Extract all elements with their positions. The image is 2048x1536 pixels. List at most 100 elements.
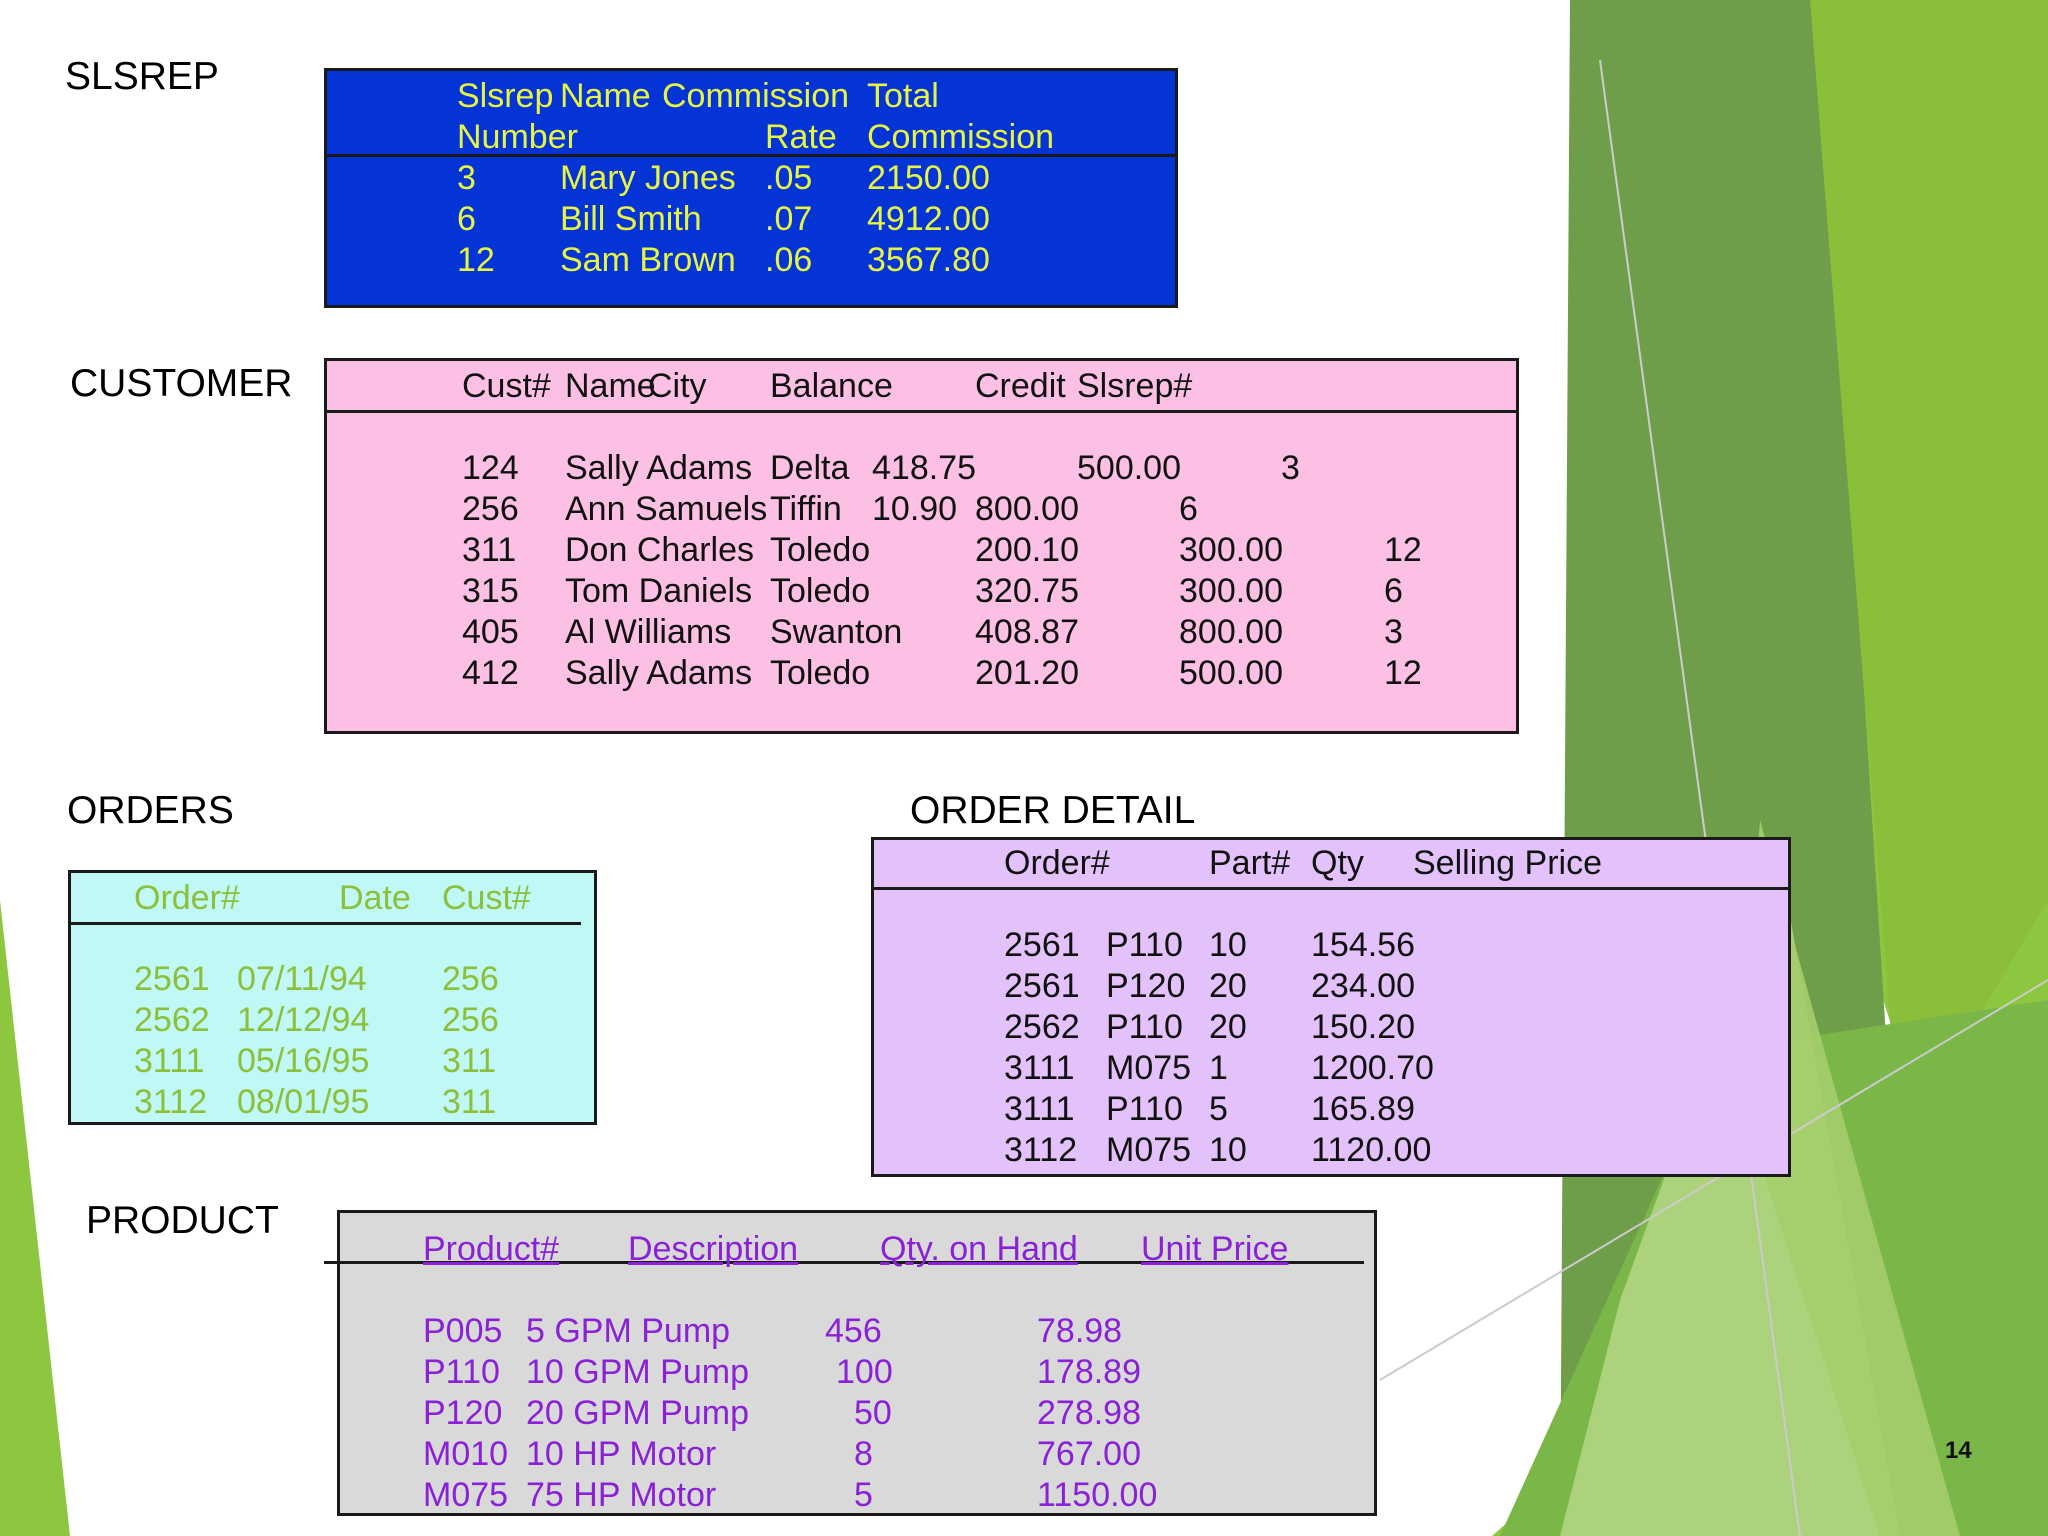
order-detail-cell: P120 xyxy=(1106,967,1186,1005)
slsrep-cell: .07 xyxy=(765,200,813,238)
orders-cell: 3111 xyxy=(134,1042,205,1080)
customer-cell: Ann Samuels xyxy=(565,490,768,528)
customer-cell: 300.00 xyxy=(1179,531,1283,569)
product-cell: 50 xyxy=(854,1394,892,1432)
order-detail-cell: 1 xyxy=(1209,1049,1228,1087)
customer-cell: 500.00 xyxy=(1179,654,1283,692)
slsrep-cell: 3 xyxy=(457,159,476,197)
customer-cell: 6 xyxy=(1384,572,1403,610)
order-detail-cell: 20 xyxy=(1209,1008,1247,1046)
slsrep-header-total-line1: Total xyxy=(867,77,939,115)
product-cell: P120 xyxy=(423,1394,503,1432)
order-detail-cell: 150.20 xyxy=(1311,1008,1415,1046)
customer-cell: Al Williams xyxy=(565,613,732,651)
product-cell: 278.98 xyxy=(1037,1394,1141,1432)
orders-cell: 05/16/95 xyxy=(237,1042,370,1080)
product-cell: 8 xyxy=(854,1435,873,1473)
slsrep-table xyxy=(324,68,1178,308)
customer-cell: 418.75 xyxy=(872,449,976,487)
product-cell: 5 xyxy=(854,1476,873,1514)
customer-cell: 800.00 xyxy=(1179,613,1283,651)
order-detail-title: ORDER DETAIL xyxy=(910,789,1196,832)
order-detail-table xyxy=(871,837,1791,1177)
customer-cell: 10.90 xyxy=(872,490,958,528)
slsrep-cell: 3567.80 xyxy=(867,241,990,279)
slsrep-cell: Bill Smith xyxy=(560,200,702,238)
slsrep-cell: .05 xyxy=(765,159,813,197)
slsrep-header-total-line2: Commission xyxy=(867,118,1055,156)
orders-cell: 07/11/94 xyxy=(237,960,367,998)
customer-cell: Toledo xyxy=(770,531,871,569)
product-cell: 100 xyxy=(836,1353,893,1391)
slsrep-header-number-line2: Number xyxy=(457,118,578,156)
slsrep-cell: 2150.00 xyxy=(867,159,990,197)
customer-cell: 300.00 xyxy=(1179,572,1283,610)
product-header-divider xyxy=(324,1261,1364,1264)
customer-cell: 3 xyxy=(1384,613,1403,651)
customer-cell: Tiffin xyxy=(770,490,842,528)
order-detail-cell: 3111 xyxy=(1004,1090,1075,1128)
product-cell: P110 xyxy=(423,1353,500,1391)
orders-header: Cust# xyxy=(442,879,531,917)
customer-cell: 12 xyxy=(1384,531,1422,569)
slide-number: 14 xyxy=(1945,1437,1972,1464)
order-detail-cell: 2561 xyxy=(1004,967,1080,1005)
orders-header-divider xyxy=(71,922,581,925)
orders-cell: 12/12/94 xyxy=(237,1001,370,1039)
orders-cell: 311 xyxy=(442,1042,497,1080)
order-detail-cell: 234.00 xyxy=(1311,967,1415,1005)
order-detail-cell: 1120.00 xyxy=(1311,1131,1432,1169)
order-detail-header: Selling Price xyxy=(1413,844,1602,882)
product-cell: 178.89 xyxy=(1037,1353,1141,1391)
customer-header-divider xyxy=(327,410,1516,413)
slsrep-header-name: Name xyxy=(560,77,651,115)
slsrep-cell: Mary Jones xyxy=(560,159,736,197)
order-detail-header: Part# xyxy=(1209,844,1291,882)
customer-cell: Don Charles xyxy=(565,531,754,569)
slsrep-header-rate-line1: Commission xyxy=(662,77,850,115)
customer-cell: 800.00 xyxy=(975,490,1079,528)
product-cell: 78.98 xyxy=(1037,1312,1123,1350)
order-detail-header: Qty xyxy=(1311,844,1364,882)
product-cell: 75 HP Motor xyxy=(526,1476,717,1514)
product-cell: 456 xyxy=(825,1312,882,1350)
orders-cell: 08/01/95 xyxy=(237,1083,370,1121)
order-detail-cell: M075 xyxy=(1106,1049,1192,1087)
order-detail-cell: 1200.70 xyxy=(1311,1049,1434,1087)
customer-cell: 500.00 xyxy=(1077,449,1181,487)
customer-cell: Tom Daniels xyxy=(565,572,753,610)
order-detail-cell: 2562 xyxy=(1004,1008,1080,1046)
customer-cell: 201.20 xyxy=(975,654,1079,692)
order-detail-cell: 5 xyxy=(1209,1090,1228,1128)
customer-cell: 256 xyxy=(462,490,519,528)
customer-cell: Sally Adams xyxy=(565,654,753,692)
orders-cell: 2561 xyxy=(134,960,210,998)
orders-cell: 256 xyxy=(442,1001,499,1039)
customer-cell: 315 xyxy=(462,572,519,610)
customer-cell: Toledo xyxy=(770,572,871,610)
orders-cell: 2562 xyxy=(134,1001,210,1039)
order-detail-cell: 3111 xyxy=(1004,1049,1075,1087)
slsrep-header-rate-line2: Rate xyxy=(765,118,837,156)
customer-header: Slsrep# xyxy=(1077,367,1193,405)
product-header: Qty. on Hand xyxy=(880,1230,1078,1268)
customer-header: Name xyxy=(565,367,656,405)
order-detail-cell: 10 xyxy=(1209,926,1247,964)
product-cell: M010 xyxy=(423,1435,509,1473)
orders-cell: 311 xyxy=(442,1083,497,1121)
customer-cell: 124 xyxy=(462,449,519,487)
slsrep-cell: 6 xyxy=(457,200,476,238)
orders-header: Order# xyxy=(134,879,240,917)
order-detail-cell: P110 xyxy=(1106,926,1183,964)
customer-cell: Swanton xyxy=(770,613,903,651)
customer-cell: 405 xyxy=(462,613,519,651)
product-header: Unit Price xyxy=(1141,1230,1289,1268)
order-detail-cell: 20 xyxy=(1209,967,1247,1005)
product-cell: P005 xyxy=(423,1312,503,1350)
order-detail-cell: 3112 xyxy=(1004,1131,1078,1169)
orders-header: Date xyxy=(339,879,411,917)
orders-cell: 256 xyxy=(442,960,499,998)
customer-cell: 408.87 xyxy=(975,613,1079,651)
slsrep-header-divider xyxy=(327,154,1175,157)
